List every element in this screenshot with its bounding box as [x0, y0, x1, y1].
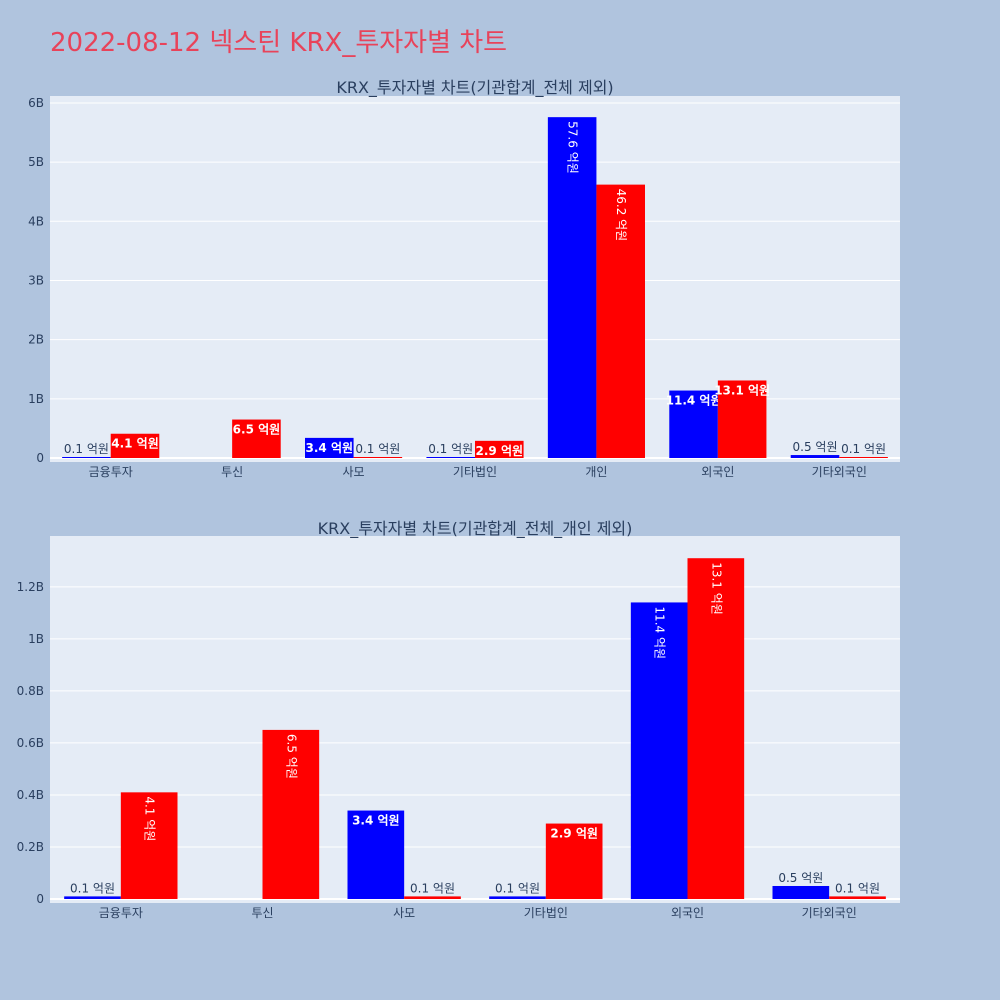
data-label: 0.1 억원 [428, 442, 473, 456]
y-tick-label: 0.8B [17, 684, 44, 698]
chart-title: KRX_투자자별 차트(기관합계_전체_개인 제외) [318, 519, 633, 539]
bar [475, 440, 524, 458]
data-label: 0.5 억원 [793, 440, 838, 454]
data-label: 0.1 억원 [70, 881, 115, 895]
chart-2: 0 0.2B 0.4B 0.6B 0.8B 1B 1.2B KRX_투자자별 차트(기관합계_… [17, 519, 900, 920]
x-tick-label: 기타외국인 [812, 465, 867, 479]
data-label: 6.5 억원 [284, 734, 298, 779]
data-label: 0.1 억원 [841, 442, 886, 456]
data-label: 11.4 억원 [653, 606, 667, 659]
bar [687, 558, 745, 899]
data-label: 0.1 억원 [64, 442, 109, 456]
data-label: 0.1 억원 [835, 881, 880, 895]
bar [305, 437, 354, 458]
bar [790, 455, 840, 458]
chart-1: 0 1B 2B 3B 4B 5B 6B KRX_투자자별 차트(기관합계_전체 제외) 금융투자… [28, 78, 900, 479]
data-label: 3.4 억원 [306, 441, 354, 455]
data-label: 0.1 억원 [495, 881, 540, 895]
y-tick-label: 1B [28, 392, 44, 406]
page-title: 2022-08-12 넥스틴 KRX_투자자별 차트 [50, 28, 508, 58]
x-tick-label: 기타법인 [524, 906, 568, 920]
x-tick-label: 사모 [343, 465, 365, 479]
bar [669, 390, 718, 458]
x-tick-label: 개인 [585, 465, 607, 479]
bar [64, 896, 121, 899]
bar [489, 896, 546, 899]
bar [545, 823, 603, 899]
bar [110, 433, 160, 458]
bar [547, 117, 597, 458]
y-tick-label: 1B [28, 632, 44, 646]
bar [717, 380, 767, 458]
y-tick-label: 0.2B [17, 840, 44, 854]
bar [772, 885, 830, 899]
data-label: 0.1 억원 [410, 881, 455, 895]
x-tick-label: 기타법인 [453, 465, 497, 479]
plot-area [50, 536, 900, 903]
data-label: 4.1 억원 [143, 796, 157, 841]
data-label: 3.4 억원 [352, 814, 400, 828]
data-label: 11.4 억원 [666, 394, 722, 408]
x-tick-label: 외국인 [671, 906, 704, 920]
bar [596, 184, 645, 459]
y-tick-label: 0.4B [17, 788, 44, 802]
x-tick-label: 금융투자 [99, 906, 143, 920]
plot-area [50, 96, 900, 462]
chart-title: KRX_투자자별 차트(기관합계_전체 제외) [336, 78, 613, 98]
data-label: 0.5 억원 [778, 871, 823, 885]
x-tick-label: 외국인 [701, 465, 734, 479]
x-tick-label: 투신 [221, 465, 243, 479]
data-label: 2.9 억원 [550, 827, 598, 841]
y-tick-label: 1.2B [17, 580, 44, 594]
data-label: 4.1 억원 [111, 437, 159, 451]
y-tick-label: 0.6B [17, 736, 44, 750]
data-label: 46.2 억원 [614, 189, 628, 242]
data-label: 57.6 억원 [566, 121, 580, 174]
data-label: 6.5 억원 [233, 423, 281, 437]
y-tick-label: 0 [36, 892, 44, 906]
bar [630, 602, 688, 899]
y-tick-label: 2B [28, 333, 44, 347]
bar [232, 419, 281, 458]
y-tick-label: 3B [28, 273, 44, 287]
x-tick-label: 기타외국인 [802, 906, 857, 920]
bar [347, 810, 405, 899]
y-tick-label: 6B [28, 96, 44, 110]
data-label: 13.1 억원 [709, 562, 723, 615]
x-tick-label: 사모 [393, 906, 415, 920]
bar [839, 457, 888, 458]
y-tick-label: 0 [36, 451, 44, 465]
data-label: 2.9 억원 [476, 444, 524, 458]
bar [829, 896, 886, 899]
y-tick-label: 4B [28, 214, 44, 228]
bar [426, 457, 475, 458]
bar [262, 729, 320, 899]
bar [353, 457, 403, 458]
bar [404, 896, 461, 899]
bar [62, 457, 111, 458]
bar [120, 792, 178, 899]
y-tick-label: 5B [28, 155, 44, 169]
x-tick-label: 금융투자 [89, 465, 133, 479]
data-label: 13.1 억원 [714, 383, 770, 397]
data-label: 0.1 억원 [355, 442, 400, 456]
x-tick-label: 투신 [251, 906, 273, 920]
